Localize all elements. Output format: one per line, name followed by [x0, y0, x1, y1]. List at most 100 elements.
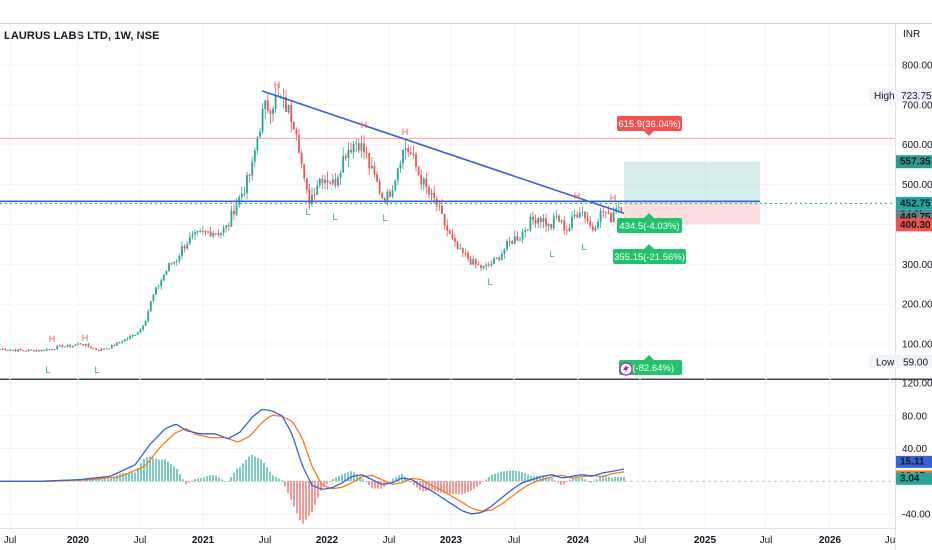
support-label-434-arrow	[644, 213, 654, 218]
macd-hist-bar-143	[428, 481, 430, 491]
time-label-14: Ju	[885, 535, 896, 546]
macd-hist-bar-38	[113, 476, 115, 482]
candle-body-36	[92, 348, 95, 350]
resistance-label: 615.9(36.04%)	[617, 116, 682, 136]
macd-hist-bar-111	[332, 479, 334, 482]
candle-body-160	[415, 154, 417, 167]
candle-body-52	[134, 334, 137, 336]
macd-hist-bar-113	[338, 475, 340, 482]
candle-body-91	[235, 205, 238, 215]
candle-body-14	[35, 350, 38, 352]
candle-body-28	[71, 345, 74, 347]
candle-body-0	[0, 348, 1, 350]
macd-hist-bar-184	[551, 478, 553, 482]
candle-body-138	[357, 143, 360, 151]
candle-body-105	[272, 108, 274, 114]
high-stat: High 723.75	[869, 88, 932, 102]
candle-body-204	[529, 216, 532, 230]
candle-body-173	[448, 230, 451, 234]
candle-body-70	[181, 246, 183, 256]
macd-hist-bar-167	[500, 471, 502, 482]
macd-tag-text: 15.11	[900, 456, 925, 467]
macd-hist-bar-121	[362, 479, 364, 482]
macd-hist-bar-206	[617, 477, 619, 482]
macd-hist-bar-100	[299, 481, 301, 521]
candle-body-143	[370, 165, 373, 169]
candle-body-27	[69, 344, 72, 347]
candle-body-15	[38, 350, 40, 352]
support-label-355-text: 355.15(-21.56%)	[614, 252, 685, 263]
price-tick-5: 300.00	[902, 260, 932, 271]
candles	[0, 85, 623, 353]
macd-hist-bar-148	[443, 481, 445, 494]
macd-hist-bar-51	[152, 457, 154, 482]
macd-hist-bar-46	[137, 467, 139, 482]
candle-body-188	[487, 264, 490, 266]
candle-body-57	[147, 311, 150, 321]
candle-body-123	[318, 178, 321, 186]
candle-body-211	[547, 223, 550, 227]
candle-body-81	[209, 231, 212, 237]
candle-body-169	[438, 205, 441, 207]
candle-body-222	[576, 214, 579, 218]
candle-body-164	[425, 178, 428, 188]
macd-hist-bar-73	[218, 477, 220, 482]
macd-hist-bar-197	[590, 481, 592, 483]
macd-hist-bar-105	[314, 481, 316, 505]
macd-hist-bar-126	[377, 481, 379, 489]
macd-hist-bar-66	[197, 478, 199, 482]
macd-hist-bar-56	[167, 461, 169, 482]
macd-hist-bar-110	[329, 481, 331, 482]
macd-hist-bar-145	[434, 481, 436, 491]
candle-body-155	[402, 150, 404, 164]
macd-hist-bar-186	[557, 481, 559, 483]
macd-hist-bar-92	[275, 476, 277, 482]
candle-body-166	[430, 192, 433, 195]
time-label-0: Jul	[4, 535, 17, 546]
candle-body-115	[298, 134, 300, 153]
candle-body-130	[337, 177, 339, 186]
time-label-6: Jul	[383, 535, 396, 546]
candle-body-201	[521, 231, 524, 240]
price-tick-2: 600.00	[902, 140, 932, 151]
candle-body-23	[58, 345, 61, 347]
candle-body-12	[30, 349, 33, 351]
candle-body-176	[456, 241, 459, 249]
candle-body-51	[131, 335, 134, 337]
macd-hist-bar-81	[242, 463, 244, 482]
price-tick-7: 100.00	[902, 340, 932, 351]
candle-body-43	[110, 345, 113, 349]
macd-hist-bar-50	[149, 456, 151, 482]
low-stat-box	[869, 355, 932, 368]
low-stat: Low 59.00	[869, 355, 932, 369]
candle-body-18	[45, 349, 48, 351]
macd-hist-bar-155	[464, 481, 466, 494]
macd-hist-bar-163	[488, 477, 490, 482]
candle-body-125	[324, 179, 326, 184]
candle-body-98	[253, 150, 256, 162]
time-label-3: 2021	[192, 535, 215, 546]
candle-body-181	[469, 258, 472, 265]
candle-body-228	[591, 226, 594, 231]
candle-body-217	[563, 220, 566, 231]
macd-hist-bar-65	[194, 479, 196, 482]
candle-body-219	[568, 228, 571, 231]
high-marker-3: H	[361, 120, 368, 130]
macd-hist-bar-114	[341, 474, 343, 482]
macd-hist-bar-59	[176, 469, 178, 482]
candle-body-144	[373, 165, 376, 175]
time-axis-divider	[0, 528, 895, 529]
macd-hist-bar-36	[107, 479, 109, 482]
candle-body-206	[534, 219, 537, 224]
candle-body-76	[196, 231, 199, 233]
low-marker-3: L	[332, 212, 337, 222]
candle-body-58	[149, 301, 152, 312]
candle-body-157	[407, 148, 410, 153]
candle-body-2	[4, 348, 7, 351]
price-tick-1: 700.00	[902, 100, 932, 111]
time-axis: Jul 2020 Jul 2021 Jul 2022 Jul 2023 Jul 2024 Jul 20…	[4, 535, 896, 546]
candle-body-106	[274, 95, 277, 109]
candle-body-153	[396, 168, 399, 181]
macd-hist-bar-164	[491, 474, 493, 482]
